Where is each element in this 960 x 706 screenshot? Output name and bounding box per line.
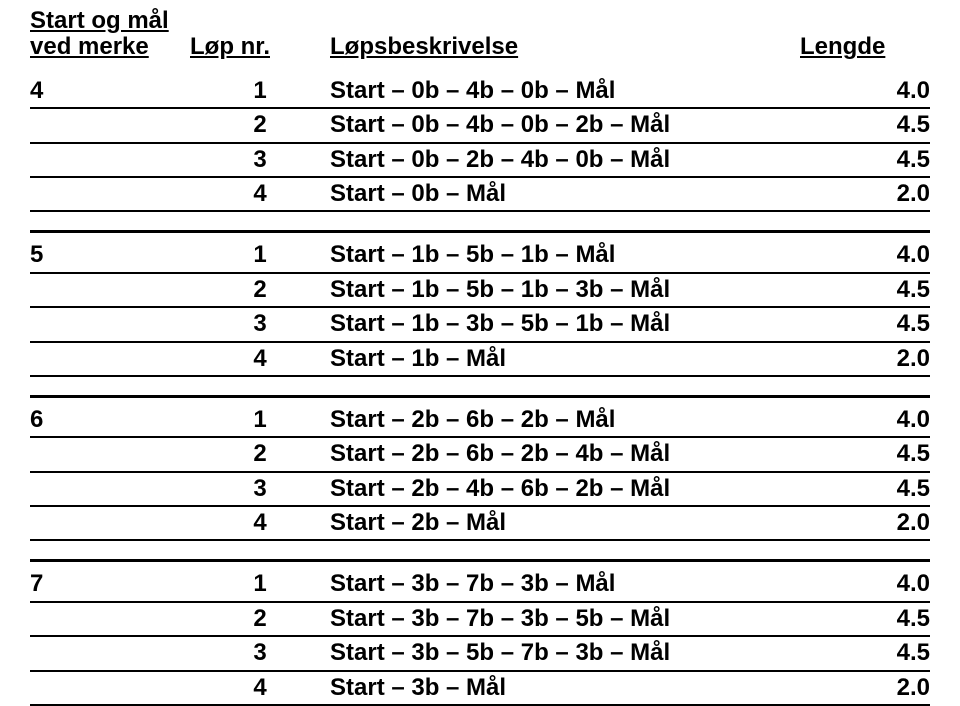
cell-nr: 2 [190,274,330,306]
table-block: 61Start – 2b – 6b – 2b – Mål4.02Start – … [30,404,930,542]
cell-nr: 4 [190,178,330,210]
header-col-nr: Løp nr. [190,34,330,60]
table-row: 3Start – 1b – 3b – 5b – 1b – Mål4.5 [30,308,930,342]
table-row: 2Start – 0b – 4b – 0b – 2b – Mål4.5 [30,109,930,143]
cell-len: 4.5 [800,473,930,505]
table-block: 41Start – 0b – 4b – 0b – Mål4.02Start – … [30,75,930,213]
cell-len: 4.5 [800,603,930,635]
table-row: 4Start – 1b – Mål2.0 [30,343,930,377]
cell-start: 5 [30,239,190,271]
cell-len: 4.5 [800,109,930,141]
table-row: 2Start – 1b – 5b – 1b – 3b – Mål4.5 [30,274,930,308]
cell-len: 4.5 [800,144,930,176]
table-row: 3Start – 2b – 4b – 6b – 2b – Mål4.5 [30,473,930,507]
cell-start: 4 [30,75,190,107]
header-col-len: Lengde [800,34,930,60]
cell-len: 4.5 [800,637,930,669]
cell-len: 2.0 [800,178,930,210]
cell-desc: Start – 0b – Mål [330,178,800,210]
cell-nr: 1 [190,75,330,107]
cell-nr: 3 [190,637,330,669]
table-row: 4Start – 0b – Mål2.0 [30,178,930,212]
cell-len: 2.0 [800,507,930,539]
cell-nr: 1 [190,404,330,436]
cell-desc: Start – 3b – 5b – 7b – 3b – Mål [330,637,800,669]
table-block: 71Start – 3b – 7b – 3b – Mål4.02Start – … [30,568,930,706]
cell-nr: 3 [190,473,330,505]
table-body: 41Start – 0b – 4b – 0b – Mål4.02Start – … [30,75,930,706]
header-col-desc: Løpsbeskrivelse [330,34,800,60]
table-row: 2Start – 2b – 6b – 2b – 4b – Mål4.5 [30,438,930,472]
cell-len: 4.0 [800,75,930,107]
cell-nr: 4 [190,343,330,375]
cell-desc: Start – 1b – 5b – 1b – Mål [330,239,800,271]
table-row: 61Start – 2b – 6b – 2b – Mål4.0 [30,404,930,438]
cell-desc: Start – 3b – Mål [330,672,800,704]
table-row: 41Start – 0b – 4b – 0b – Mål4.0 [30,75,930,109]
cell-desc: Start – 1b – 3b – 5b – 1b – Mål [330,308,800,340]
table-row: 2Start – 3b – 7b – 3b – 5b – Mål4.5 [30,603,930,637]
cell-len: 4.5 [800,274,930,306]
cell-desc: Start – 1b – 5b – 1b – 3b – Mål [330,274,800,306]
block-divider [30,395,930,398]
cell-len: 2.0 [800,343,930,375]
cell-desc: Start – 2b – 6b – 2b – 4b – Mål [330,438,800,470]
cell-start: 6 [30,404,190,436]
table-row: 51Start – 1b – 5b – 1b – Mål4.0 [30,239,930,273]
table-row: 4Start – 3b – Mål2.0 [30,672,930,706]
cell-desc: Start – 0b – 4b – 0b – Mål [330,75,800,107]
cell-nr: 3 [190,144,330,176]
cell-start: 7 [30,568,190,600]
cell-desc: Start – 0b – 2b – 4b – 0b – Mål [330,144,800,176]
block-divider [30,559,930,562]
cell-nr: 2 [190,603,330,635]
cell-len: 4.0 [800,404,930,436]
block-divider [30,230,930,233]
cell-len: 2.0 [800,672,930,704]
cell-nr: 1 [190,568,330,600]
table-row: 3Start – 3b – 5b – 7b – 3b – Mål4.5 [30,637,930,671]
cell-nr: 2 [190,109,330,141]
cell-desc: Start – 2b – 4b – 6b – 2b – Mål [330,473,800,505]
cell-desc: Start – 0b – 4b – 0b – 2b – Mål [330,109,800,141]
cell-nr: 4 [190,507,330,539]
cell-nr: 3 [190,308,330,340]
cell-desc: Start – 2b – Mål [330,507,800,539]
cell-len: 4.5 [800,438,930,470]
table-row: 71Start – 3b – 7b – 3b – Mål4.0 [30,568,930,602]
cell-desc: Start – 2b – 6b – 2b – Mål [330,404,800,436]
cell-desc: Start – 3b – 7b – 3b – Mål [330,568,800,600]
cell-len: 4.0 [800,239,930,271]
cell-len: 4.5 [800,308,930,340]
cell-nr: 1 [190,239,330,271]
cell-nr: 2 [190,438,330,470]
table-row: 4Start – 2b – Mål2.0 [30,507,930,541]
header-start-line2: ved merke [30,33,149,60]
cell-desc: Start – 3b – 7b – 3b – 5b – Mål [330,603,800,635]
cell-nr: 4 [190,672,330,704]
table-block: 51Start – 1b – 5b – 1b – Mål4.02Start – … [30,239,930,377]
table-row: 3Start – 0b – 2b – 4b – 0b – Mål4.5 [30,144,930,178]
header-col-start: Start og mål ved merke [30,8,190,61]
header-start-line1: Start og mål [30,7,169,34]
cell-desc: Start – 1b – Mål [330,343,800,375]
cell-len: 4.0 [800,568,930,600]
table-header: Start og mål ved merke Løp nr. Løpsbeskr… [30,8,930,61]
